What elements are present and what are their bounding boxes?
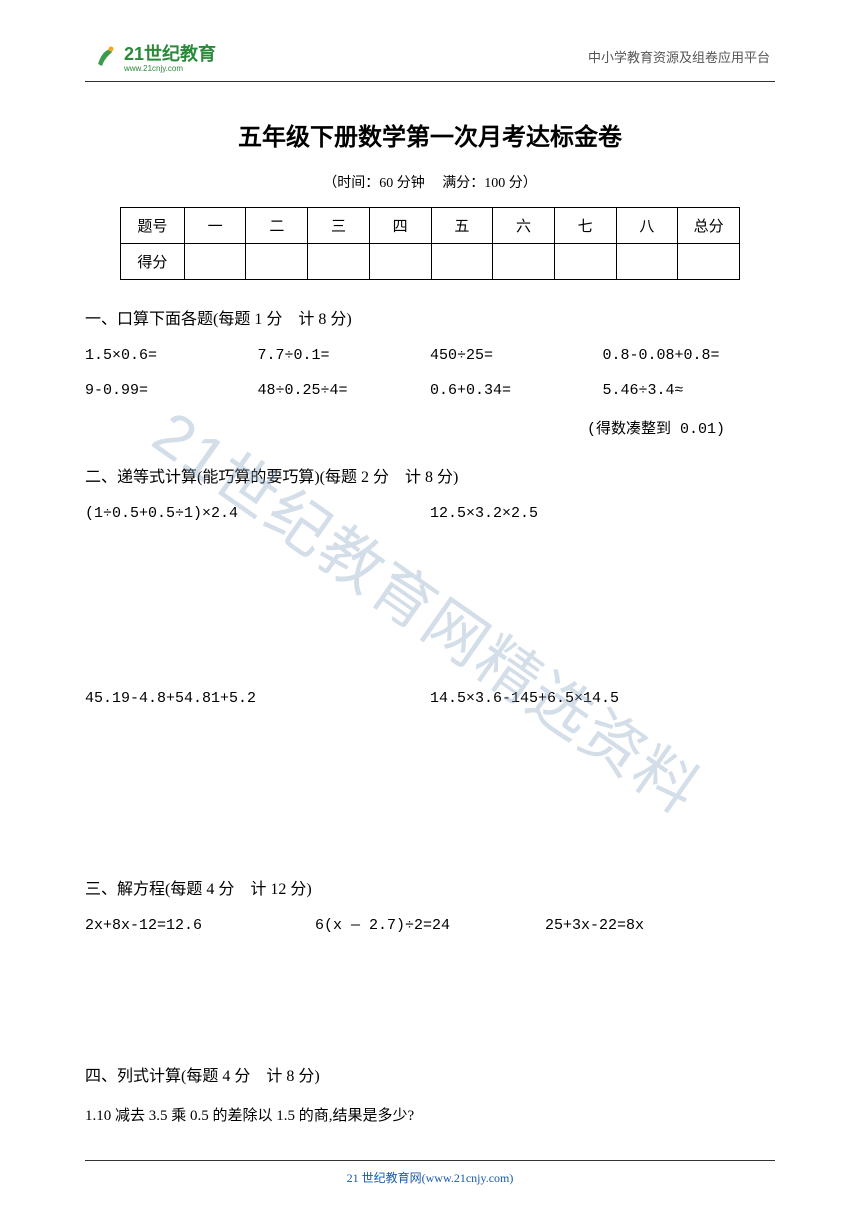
logo-text-cn: 21世纪教育 <box>124 44 216 64</box>
q: 45.19-4.8+54.81+5.2 <box>85 690 430 707</box>
section4-title: 四、列式计算(每题 4 分 计 8 分) <box>85 1062 775 1086</box>
q: 25+3x-22=8x <box>545 917 775 934</box>
q-row: 9-0.99= 48÷0.25÷4= 0.6+0.34= 5.46÷3.4≈ <box>85 382 775 399</box>
spacer <box>85 540 775 690</box>
logo-text-url: www.21cnjy.com <box>124 64 216 73</box>
td-label: 得分 <box>121 244 185 280</box>
q: 2x+8x-12=12.6 <box>85 917 315 934</box>
footer: 21 世纪教育网(www.21cnjy.com) <box>85 1160 775 1186</box>
q: (1÷0.5+0.5÷1)×2.4 <box>85 505 430 522</box>
td <box>308 244 370 280</box>
section1-title: 一、口算下面各题(每题 1 分 计 8 分) <box>85 305 775 329</box>
header-right-text: 中小学教育资源及组卷应用平台 <box>588 47 770 66</box>
q: 0.6+0.34= <box>430 382 603 399</box>
td <box>369 244 431 280</box>
td <box>554 244 616 280</box>
q: 14.5×3.6-145+6.5×14.5 <box>430 690 775 707</box>
q: 5.46÷3.4≈ <box>603 382 776 399</box>
q-note: (得数凑整到 0.01) <box>85 417 775 438</box>
th: 七 <box>554 208 616 244</box>
q: 1.5×0.6= <box>85 347 258 364</box>
table-row-score: 得分 <box>121 244 740 280</box>
td <box>493 244 555 280</box>
subtitle: （时间：60 分钟 满分：100 分） <box>85 172 775 192</box>
q: 48÷0.25÷4= <box>258 382 431 399</box>
td <box>246 244 308 280</box>
td <box>184 244 246 280</box>
table-row-header: 题号 一 二 三 四 五 六 七 八 总分 <box>121 208 740 244</box>
q: 1.10 减去 3.5 乘 0.5 的差除以 1.5 的商,结果是多少? <box>85 1104 775 1125</box>
td <box>616 244 678 280</box>
th: 一 <box>184 208 246 244</box>
content: 五年级下册数学第一次月考达标金卷 （时间：60 分钟 满分：100 分） 题号 … <box>0 117 860 1125</box>
q: 450÷25= <box>430 347 603 364</box>
th: 三 <box>308 208 370 244</box>
th: 四 <box>369 208 431 244</box>
q-row: 1.5×0.6= 7.7÷0.1= 450÷25= 0.8-0.08+0.8= <box>85 347 775 364</box>
section2-title: 二、递等式计算(能巧算的要巧算)(每题 2 分 计 8 分) <box>85 463 775 487</box>
logo-text: 21世纪教育 www.21cnjy.com <box>124 40 216 73</box>
th: 二 <box>246 208 308 244</box>
section3-title: 三、解方程(每题 4 分 计 12 分) <box>85 875 775 899</box>
q: 0.8-0.08+0.8= <box>603 347 776 364</box>
score-table: 题号 一 二 三 四 五 六 七 八 总分 得分 <box>120 207 740 280</box>
th: 六 <box>493 208 555 244</box>
q-row: 45.19-4.8+54.81+5.2 14.5×3.6-145+6.5×14.… <box>85 690 775 707</box>
th: 五 <box>431 208 493 244</box>
q-row: (1÷0.5+0.5÷1)×2.4 12.5×3.2×2.5 <box>85 505 775 522</box>
logo: 21世纪教育 www.21cnjy.com <box>90 40 216 73</box>
logo-icon <box>90 42 120 72</box>
q: 12.5×3.2×2.5 <box>430 505 775 522</box>
q: 7.7÷0.1= <box>258 347 431 364</box>
td <box>678 244 740 280</box>
q-row: 2x+8x-12=12.6 6(x — 2.7)÷2=24 25+3x-22=8… <box>85 917 775 934</box>
th: 题号 <box>121 208 185 244</box>
spacer <box>85 952 775 1062</box>
th: 八 <box>616 208 678 244</box>
q: 9-0.99= <box>85 382 258 399</box>
th: 总分 <box>678 208 740 244</box>
page-header: 21世纪教育 www.21cnjy.com 中小学教育资源及组卷应用平台 <box>85 0 775 82</box>
spacer <box>85 725 775 875</box>
main-title: 五年级下册数学第一次月考达标金卷 <box>85 117 775 152</box>
td <box>431 244 493 280</box>
q: 6(x — 2.7)÷2=24 <box>315 917 545 934</box>
